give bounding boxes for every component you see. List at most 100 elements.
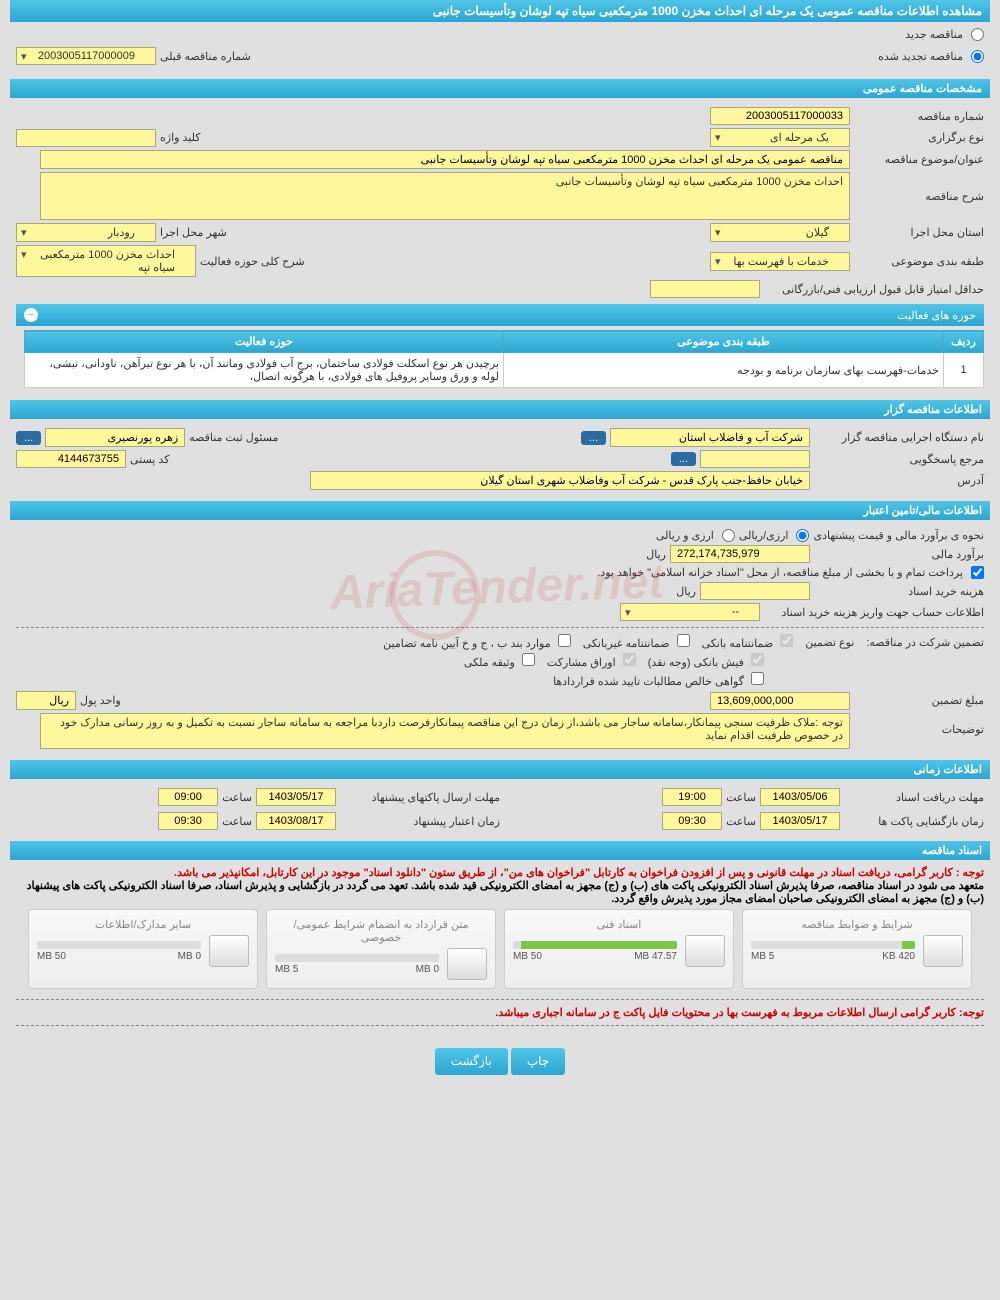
estimate-unit: ریال: [646, 548, 666, 561]
property-deed-cb[interactable]: [522, 653, 535, 666]
postal-label: کد پستی: [130, 453, 169, 466]
validity-label: زمان اعتبار پیشنهاد: [340, 815, 500, 828]
opening-date: 1403/05/17: [760, 812, 840, 830]
section-general: مشخصات مناقصه عمومی: [10, 79, 990, 98]
currency-and-rial-radio[interactable]: [722, 529, 735, 542]
activity-summary-select[interactable]: احداث مخزن 1000 مترمکعبی سیاه تپه: [16, 245, 196, 277]
desc-field: احداث مخزن 1000 مترمکعبی سیاه تپه لوشان …: [40, 172, 850, 220]
time-label-2: ساعت: [222, 791, 252, 804]
province-label: استان محل اجرا: [854, 226, 984, 239]
docs-note2: متعهد می شود در اسناد مناقصه، صرفا پذیرش…: [16, 879, 984, 905]
net-receivables-lbl: گواهی خالص مطالبات تایید شده قراردادها: [553, 676, 744, 688]
collapse-icon[interactable]: −: [24, 308, 38, 322]
time-label-3: ساعت: [726, 815, 756, 828]
address-field: خیابان حافظ-جنب پارک قدس - شرکت آب وفاضل…: [310, 471, 810, 490]
page-title: مشاهده اطلاعات مناقصه عمومی یک مرحله ای …: [10, 0, 990, 22]
items-bcd-lbl: موارد بند ب ، ج و خ آیین نامه تضامین: [383, 638, 550, 650]
doc-fee-field[interactable]: [700, 582, 810, 600]
tender-number-label: شماره مناقصه: [854, 110, 984, 123]
desc-label: شرح مناقصه: [854, 172, 984, 203]
opening-time: 09:30: [662, 812, 722, 830]
doc-deadline-time: 19:00: [662, 788, 722, 806]
account-info-select[interactable]: --: [620, 603, 760, 621]
participation-bonds-lbl: اوراق مشارکت: [547, 657, 616, 669]
nonbank-guarantee-cb[interactable]: [677, 634, 690, 647]
money-unit-label: واحد پول: [80, 694, 121, 707]
hold-type-select[interactable]: یک مرحله ای: [710, 128, 850, 147]
bank-guarantee-cb: [780, 634, 793, 647]
renewed-tender-radio[interactable]: [971, 50, 984, 63]
doc-fee-unit: ریال: [676, 585, 696, 598]
treasury-note: پرداخت تمام و یا بخشی از مبلغ مناقصه، از…: [597, 566, 963, 579]
file-box[interactable]: شرایط و ضوابط مناقصه420 KB5 MB: [742, 909, 972, 989]
exec-name-field: شرکت آب و فاضلاب استان: [610, 428, 810, 447]
table-row: 1 خدمات-فهرست بهای سازمان برنامه و بودجه…: [25, 353, 984, 388]
file-box[interactable]: اسناد فنی47.57 MB50 MB: [504, 909, 734, 989]
estimate-method-label: نحوه ی برآورد مالی و قیمت پیشنهادی: [813, 529, 984, 542]
reg-official-field: زهره پورنصیری: [45, 428, 185, 447]
send-deadline-time: 09:00: [158, 788, 218, 806]
folder-icon: [209, 935, 249, 967]
bank-guarantee-lbl: ضمانتنامه بانکی: [702, 638, 774, 650]
activities-title: حوزه های فعالیت: [897, 309, 976, 322]
exec-more-icon[interactable]: ...: [581, 431, 606, 445]
money-unit-field: ریال: [16, 691, 76, 710]
time-label-4: ساعت: [222, 815, 252, 828]
section-financial: اطلاعات مالی/تامین اعتبار: [10, 501, 990, 520]
bank-receipt-cb: [751, 653, 764, 666]
reg-official-more-icon[interactable]: ...: [16, 431, 41, 445]
validity-time: 09:30: [158, 812, 218, 830]
treasury-checkbox[interactable]: [971, 566, 984, 579]
activity-summary-label: شرح کلی حوزه فعالیت: [200, 255, 305, 268]
nonbank-guarantee-lbl: ضمانتنامه غیربانکی: [583, 638, 670, 650]
col-row: ردیف: [944, 331, 984, 353]
col-activity: حوزه فعالیت: [25, 331, 504, 353]
response-ref-label: مرجع پاسخگویی: [814, 453, 984, 466]
file-box[interactable]: سایر مدارک/اطلاعات0 MB50 MB: [28, 909, 258, 989]
doc-deadline-date: 1403/05/06: [760, 788, 840, 806]
file-title: اسناد فنی: [513, 918, 725, 931]
prev-number-select[interactable]: 2003005117000009: [16, 47, 156, 65]
back-button[interactable]: بازگشت: [435, 1048, 508, 1075]
file-box[interactable]: متن قرارداد به انضمام شرایط عمومی/خصوصی0…: [266, 909, 496, 989]
guarantee-type-label: نوع تضمین: [805, 636, 854, 649]
estimate-label: برآورد مالی: [814, 548, 984, 561]
response-ref-more-icon[interactable]: ...: [671, 452, 696, 466]
category-select[interactable]: خدمات با فهرست بها: [710, 252, 850, 271]
city-label: شهر محل اجرا: [160, 226, 227, 239]
province-select[interactable]: گیلان: [710, 223, 850, 242]
min-score-label: حداقل امتیاز قابل قبول ارزیابی فنی/بازرگ…: [764, 283, 984, 296]
docs-note1: توجه : کاربر گرامی، دریافت اسناد در مهلت…: [16, 866, 984, 879]
min-score-field[interactable]: [650, 280, 760, 298]
file-title: متن قرارداد به انضمام شرایط عمومی/خصوصی: [275, 918, 487, 944]
reg-official-label: مسئول ثبت مناقصه: [189, 431, 278, 444]
currency-rial-radio[interactable]: [796, 529, 809, 542]
prev-number-label: شماره مناقصه قبلی: [160, 50, 251, 63]
response-ref-field[interactable]: [700, 450, 810, 468]
activities-table: ردیف طبقه بندی موضوعی حوزه فعالیت 1 خدما…: [24, 330, 984, 388]
print-button[interactable]: چاپ: [511, 1048, 565, 1075]
new-tender-radio[interactable]: [971, 28, 984, 41]
keyword-label: کلید واژه: [160, 131, 200, 144]
col-category: طبقه بندی موضوعی: [504, 331, 944, 353]
address-label: آدرس: [814, 474, 984, 487]
exec-label: نام دستگاه اجرایی مناقصه گزار: [814, 431, 984, 444]
hold-type-label: نوع برگزاری: [854, 131, 984, 144]
folder-icon: [447, 948, 487, 980]
renewed-tender-label: مناقصه تجدید شده: [878, 50, 963, 63]
guarantee-amount-label: مبلغ تضمین: [854, 694, 984, 707]
send-deadline-label: مهلت ارسال پاکتهای پیشنهاد: [340, 791, 500, 804]
new-tender-label: مناقصه جدید: [905, 28, 963, 41]
estimate-field: 272,174,735,979: [670, 545, 810, 563]
city-select[interactable]: رودبار: [16, 223, 156, 242]
keyword-field[interactable]: [16, 129, 156, 147]
participation-bonds-cb: [623, 653, 636, 666]
net-receivables-cb[interactable]: [751, 672, 764, 685]
items-bcd-cb[interactable]: [558, 634, 571, 647]
guarantee-amount-field: 13,609,000,000: [710, 692, 850, 710]
currency-rial-label: ارزی/ریالی: [739, 529, 789, 542]
validity-date: 1403/08/17: [256, 812, 336, 830]
postal-field: 4144673755: [16, 450, 126, 468]
send-deadline-date: 1403/05/17: [256, 788, 336, 806]
notes-field: توجه :ملاک ظرفیت سنجی پیمانکار،سامانه سا…: [40, 713, 850, 749]
